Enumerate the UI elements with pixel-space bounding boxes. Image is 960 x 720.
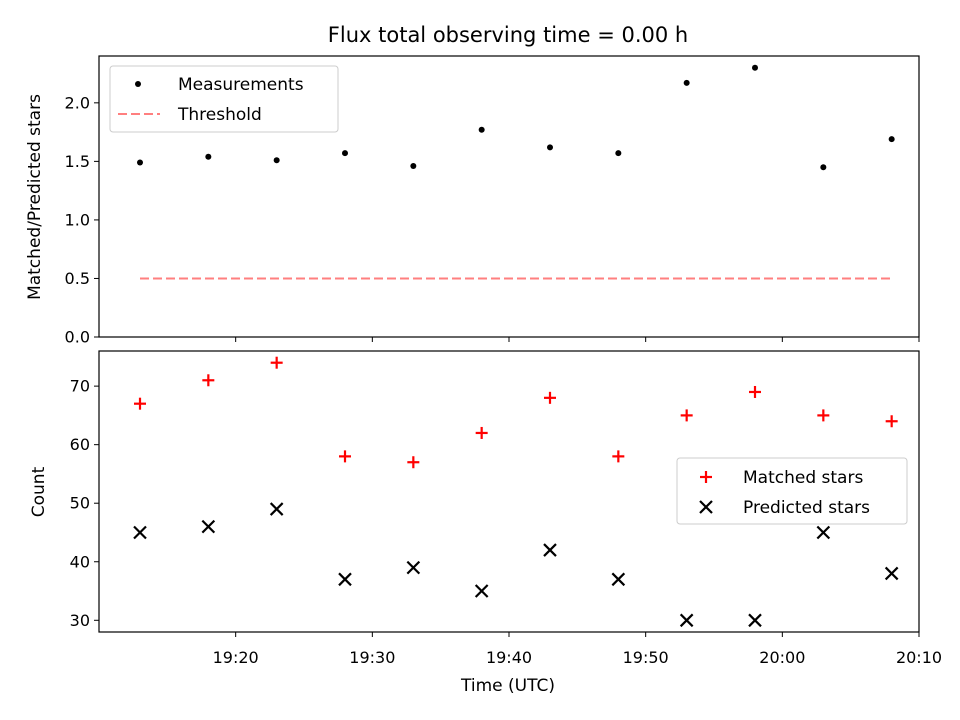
predicted-star-point: [201, 519, 216, 534]
measurement-point: [205, 153, 212, 160]
measurement-point: [547, 144, 553, 151]
matched-star-point: [749, 385, 761, 398]
predicted-star-point: [406, 560, 421, 575]
measurement-point: [137, 159, 143, 166]
bottom-y-axis-label: Count: [29, 466, 49, 517]
matched-star-point: [475, 426, 488, 439]
matched-star-point: [612, 450, 625, 463]
matched-star-point: [407, 456, 420, 469]
matched-star-point: [680, 409, 693, 422]
measurement-point: [410, 163, 417, 170]
legend-box: [676, 457, 908, 525]
x-tick-label: 19:20: [213, 648, 259, 667]
matched-star-point: [544, 391, 556, 404]
x-tick-label: 20:10: [896, 648, 942, 667]
predicted-star-point: [816, 525, 831, 540]
matched-star-point: [134, 397, 146, 410]
matched-star-point: [339, 450, 351, 463]
legend-box: [109, 65, 339, 133]
x-tick-label: 19:40: [486, 648, 532, 667]
bottom-legend: Matched stars Predicted stars: [676, 457, 908, 525]
legend-label-matched: Matched stars: [743, 468, 863, 488]
predicted-star-point: [338, 572, 352, 587]
y-tick-label: 1.5: [65, 152, 90, 171]
measurement-point: [683, 79, 690, 86]
x-tick-label: 19:50: [623, 648, 669, 667]
predicted-star-point: [474, 584, 489, 598]
top-legend: Measurements Threshold: [109, 65, 339, 133]
bottom-axis-ticks: 30 40 50 60 70 19:20 19:30 19:40 19:50 20:00 20:10: [70, 377, 942, 667]
y-tick-label: 0.0: [65, 328, 90, 347]
x-tick-label: 19:30: [349, 648, 395, 667]
predicted-star-point: [679, 613, 694, 628]
y-tick-label: 1.0: [65, 210, 90, 229]
predicted-star-point: [611, 572, 626, 587]
measurement-point: [615, 150, 622, 157]
legend-marker-measurements: [135, 81, 141, 87]
matched-star-point: [817, 409, 830, 422]
measurement-point: [820, 164, 827, 171]
measurement-point: [273, 157, 280, 164]
matched-star-point: [885, 415, 898, 428]
matched-star-point: [270, 356, 283, 369]
top-chart-title: Flux total observing time = 0.00 h: [328, 23, 688, 47]
measurement-point: [888, 136, 895, 143]
y-tick-label: 70: [70, 377, 90, 396]
predicted-star-point: [884, 566, 899, 581]
legend-marker-predicted: [699, 500, 713, 514]
predicted-star-point: [543, 543, 557, 557]
y-tick-label: 60: [70, 435, 90, 454]
top-plot-area: [137, 64, 895, 280]
measurement-point: [752, 64, 758, 71]
top-axis-ticks: 0.0 0.5 1.0 1.5 2.0: [65, 93, 920, 347]
legend-label-measurements: Measurements: [178, 75, 304, 95]
x-tick-label: 20:00: [759, 648, 805, 667]
y-tick-label: 40: [70, 552, 90, 571]
measurement-point: [478, 126, 485, 133]
legend-label-predicted: Predicted stars: [743, 498, 870, 518]
bottom-plot-area: [133, 356, 899, 628]
matched-star-point: [202, 374, 215, 387]
predicted-star-point: [748, 613, 762, 628]
x-axis-label: Time (UTC): [460, 676, 555, 696]
legend-label-threshold: Threshold: [177, 105, 262, 125]
y-tick-label: 0.5: [65, 269, 90, 288]
y-tick-label: 50: [70, 494, 90, 513]
legend-marker-matched: [700, 471, 712, 483]
measurement-point: [342, 150, 348, 157]
top-y-axis-label: Matched/Predicted stars: [25, 94, 45, 300]
predicted-star-point: [133, 525, 147, 540]
y-tick-label: 2.0: [65, 93, 90, 112]
predicted-star-point: [269, 502, 284, 516]
y-tick-label: 30: [70, 611, 90, 630]
